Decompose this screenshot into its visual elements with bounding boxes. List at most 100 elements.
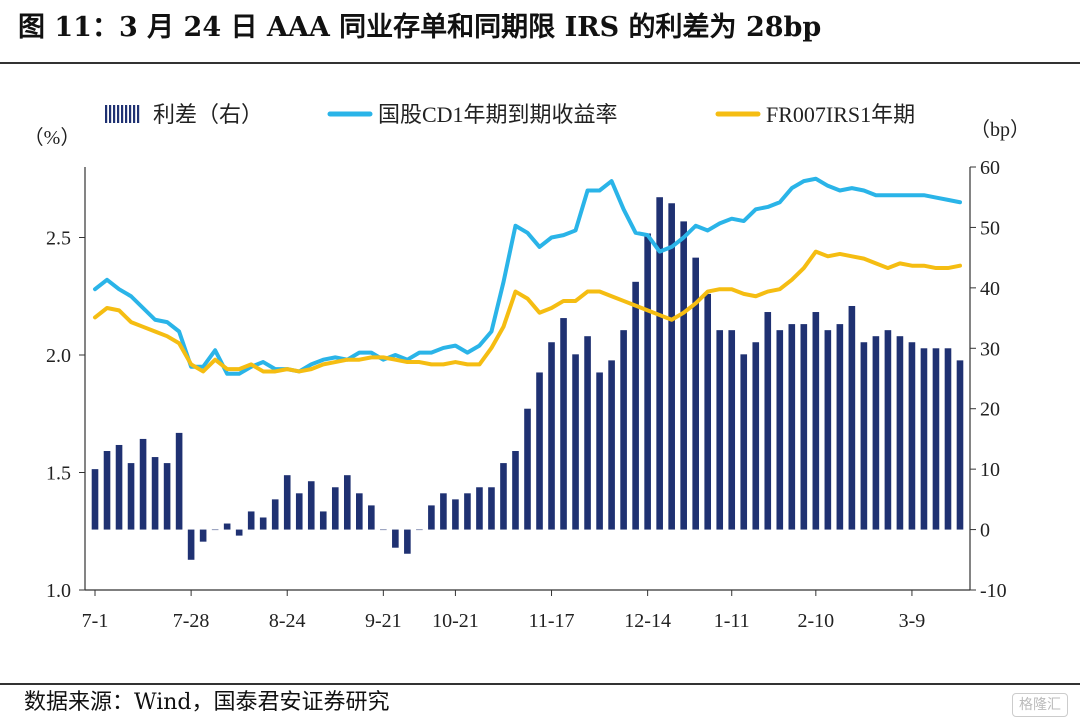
bar-mark <box>223 523 231 530</box>
bar-mark <box>500 463 507 530</box>
legend-bar-swatch <box>117 105 120 123</box>
left-tick-label: 1.5 <box>46 463 71 485</box>
right-tick-label: 10 <box>980 459 1000 481</box>
bar-series <box>91 197 964 560</box>
legend-bar-swatch <box>137 105 140 123</box>
chart-title: 图 11：3 月 24 日 AAA 同业存单和同期限 IRS 的利差为 28bp <box>18 12 822 43</box>
bar-mark <box>259 517 267 530</box>
x-tick-label: 10-21 <box>432 610 479 632</box>
x-tick-label: 7-1 <box>82 610 109 632</box>
bar-mark <box>932 348 940 530</box>
bar-mark <box>452 499 459 530</box>
right-tick-label: 0 <box>980 520 990 542</box>
bar-mark <box>860 342 868 530</box>
bar-mark <box>151 457 159 530</box>
bar-mark <box>175 432 183 530</box>
bar-mark <box>295 493 303 530</box>
bar-mark <box>920 348 928 530</box>
legend-bar-swatch <box>125 105 128 123</box>
bar-mark <box>668 203 675 530</box>
bar-mark <box>283 475 291 530</box>
legend-bar-swatch <box>105 105 108 123</box>
bar-mark <box>187 529 195 560</box>
bar-mark <box>307 481 315 530</box>
bar-mark <box>356 493 363 530</box>
bar-mark <box>91 469 99 530</box>
bar-mark <box>524 408 531 530</box>
right-tick-label: 50 <box>980 217 1000 239</box>
bar-mark <box>428 505 435 530</box>
bar-mark <box>692 257 699 530</box>
bar-mark <box>464 493 471 530</box>
bar-mark <box>512 451 519 530</box>
bar-mark <box>944 348 952 530</box>
chart-plot: 利差（右） 国股CD1年期到期收益率 FR007IRS1年期 1.0 1.5 2.0 2.… <box>24 102 1030 632</box>
bar-mark <box>331 487 339 530</box>
bar-mark <box>476 487 483 530</box>
x-tick-label: 12-14 <box>624 610 671 632</box>
bar-mark <box>115 444 123 530</box>
x-tick-label: 1-11 <box>714 610 750 632</box>
bar-mark <box>319 511 327 530</box>
bar-mark <box>416 529 423 531</box>
bar-mark <box>848 305 856 530</box>
right-tick-label: 40 <box>980 278 1000 300</box>
bar-mark <box>908 342 916 530</box>
bar-mark <box>343 475 351 530</box>
left-axis-unit: （%） <box>24 126 81 149</box>
bar-mark <box>704 293 712 530</box>
line-series <box>93 176 962 376</box>
watermark-logo: 格隆汇 <box>1012 693 1068 717</box>
bar-mark <box>800 324 808 530</box>
line-cd-yield <box>93 176 962 376</box>
bar-mark <box>488 487 495 530</box>
bar-mark <box>884 330 892 530</box>
legend-bar-swatch <box>113 105 116 123</box>
legend-bar-swatch <box>121 105 124 123</box>
x-tick-label: 8-24 <box>269 610 306 632</box>
left-tick-label: 2.0 <box>46 345 71 367</box>
bar-mark <box>127 463 135 530</box>
legend-label: FR007IRS1年期 <box>766 102 915 127</box>
source-note: 数据来源：Wind，国泰君安证券研究 <box>24 690 390 715</box>
axes: 1.0 1.5 2.0 2.5 -10 0 10 20 30 40 50 60 （%） （bp） 7-1 7-… <box>24 118 1030 632</box>
bar-mark <box>620 330 627 530</box>
x-tick-label: 9-21 <box>365 610 402 632</box>
left-tick-label: 2.5 <box>46 228 71 250</box>
bar-mark <box>536 372 543 530</box>
bar-mark <box>572 354 579 530</box>
x-tick-label: 2-10 <box>797 610 834 632</box>
bar-mark <box>404 529 411 554</box>
bar-mark <box>812 312 820 530</box>
bar-mark <box>247 511 255 530</box>
x-tick-label: 11-17 <box>529 610 575 632</box>
legend-bar-swatch <box>109 105 112 123</box>
bar-mark <box>764 312 772 530</box>
bar-mark <box>392 529 399 548</box>
bar-mark <box>440 493 447 530</box>
bar-mark <box>584 336 591 530</box>
bar-mark <box>728 330 736 530</box>
right-tick-label: 30 <box>980 338 1000 360</box>
bar-mark <box>680 221 687 530</box>
bar-mark <box>896 336 904 530</box>
bar-mark <box>656 197 663 530</box>
x-tick-label: 3-9 <box>899 610 926 632</box>
title-rule <box>0 62 1080 64</box>
footer-rule <box>0 683 1080 685</box>
bar-mark <box>776 330 784 530</box>
bar-mark <box>788 324 796 530</box>
bar-mark <box>608 360 615 530</box>
x-tick-label: 7-28 <box>173 610 210 632</box>
bar-mark <box>872 336 880 530</box>
bar-mark <box>235 529 243 536</box>
bar-mark <box>956 360 964 530</box>
bar-mark <box>211 529 219 531</box>
legend-bar-swatch <box>133 105 136 123</box>
bar-mark <box>740 354 748 530</box>
bar-mark <box>368 505 375 530</box>
bar-mark <box>163 463 171 530</box>
right-tick-label: 20 <box>980 399 1000 421</box>
bar-mark <box>752 342 760 530</box>
bar-mark <box>139 438 147 530</box>
